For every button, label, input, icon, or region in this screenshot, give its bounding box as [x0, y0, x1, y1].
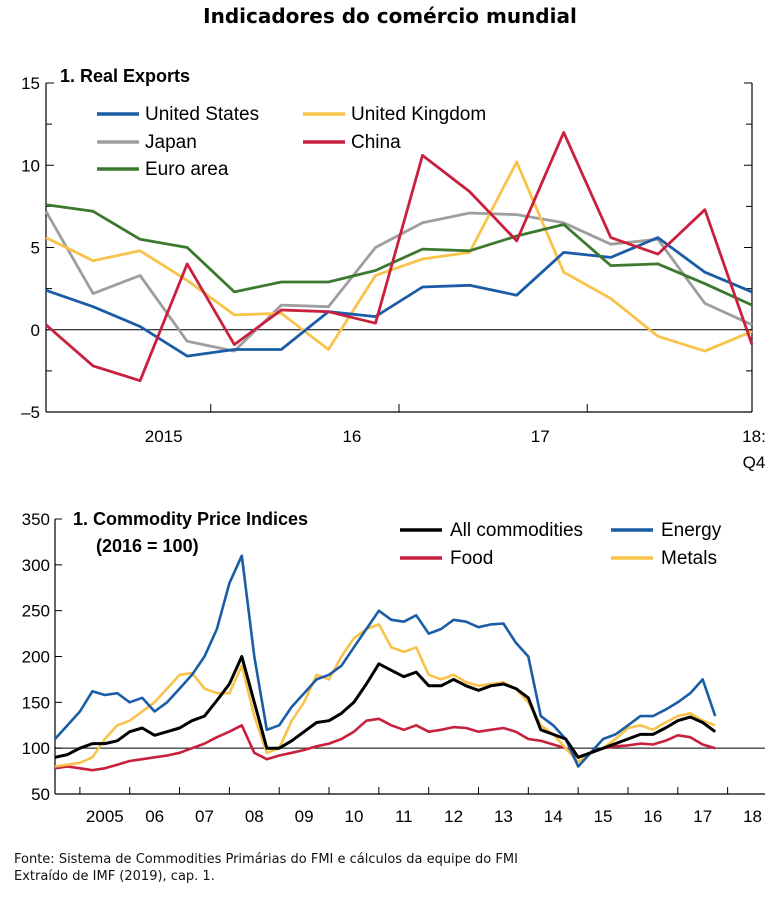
x-tick-label: Q4: [743, 453, 766, 472]
series-line-energy: [54, 554, 717, 768]
y-tick-label: 150: [22, 693, 50, 712]
x-tick-label: 17: [693, 807, 712, 826]
x-tick-label: 16: [643, 807, 662, 826]
x-tick-label: 06: [145, 807, 164, 826]
chart-title: 1. Real Exports: [60, 66, 190, 86]
legend-label: Food: [450, 548, 493, 569]
series-line-all-commodities: [54, 655, 717, 759]
y-tick-label: 250: [22, 602, 50, 621]
chart-title: 1. Commodity Price Indices: [73, 509, 308, 529]
x-tick-label: 2005: [86, 807, 124, 826]
legend-label: All commodities: [450, 520, 583, 541]
citation-note: Extraído de IMF (2019), cap. 1.: [14, 869, 215, 884]
x-tick-label: 07: [195, 807, 214, 826]
legend-label: Japan: [145, 132, 197, 153]
series-line-united-kingdom: [45, 160, 753, 353]
x-tick-label: 16: [342, 427, 361, 446]
y-tick-label: 100: [22, 739, 50, 758]
x-tick-label: 11: [395, 807, 413, 826]
legend-label: China: [351, 132, 401, 153]
x-tick-label: 18:: [742, 427, 766, 446]
x-tick-label: 09: [295, 807, 314, 826]
y-tick-label: 50: [31, 785, 50, 804]
x-tick-label: 15: [594, 807, 613, 826]
x-tick-label: 14: [544, 807, 563, 826]
x-tick-label: 12: [444, 807, 463, 826]
y-tick-label: 300: [22, 556, 50, 575]
x-tick-label: 2015: [145, 427, 183, 446]
source-note: Fonte: Sistema de Commodities Primárias …: [14, 852, 518, 867]
legend-label: Euro area: [145, 159, 229, 180]
legend-label: Energy: [661, 520, 722, 541]
series-line-euro-area: [45, 203, 753, 307]
x-tick-label: 13: [494, 807, 513, 826]
y-tick-label: 0: [31, 321, 40, 340]
commodity-price-chart: 350 300 250 200 150 100 50 2005 06 07 08 09 10 11 12 13…: [22, 509, 765, 826]
y-tick-label: 5: [31, 239, 40, 258]
x-tick-label: 10: [344, 807, 363, 826]
y-tick-label: 200: [22, 648, 50, 667]
legend-label: United States: [145, 104, 259, 125]
y-tick-label: 350: [22, 510, 50, 529]
x-tick-label: 17: [531, 427, 550, 446]
series-line-united-states: [45, 236, 753, 358]
legend-label: United Kingdom: [351, 104, 486, 125]
real-exports-chart: 15 10 5 0 –5 2015 16 17 18: Q4 1. Real Exports Unit…: [21, 66, 766, 472]
y-tick-label: 10: [21, 156, 40, 175]
legend-label: Metals: [661, 548, 717, 569]
y-tick-label: –5: [21, 403, 40, 422]
page-title: Indicadores do comércio mundial: [203, 4, 577, 28]
x-tick-label: 08: [245, 807, 264, 826]
x-tick-label: 18: [743, 807, 762, 826]
chart-subtitle: (2016 = 100): [96, 536, 199, 556]
series-line-china: [45, 130, 754, 383]
y-tick-label: 15: [21, 74, 40, 93]
